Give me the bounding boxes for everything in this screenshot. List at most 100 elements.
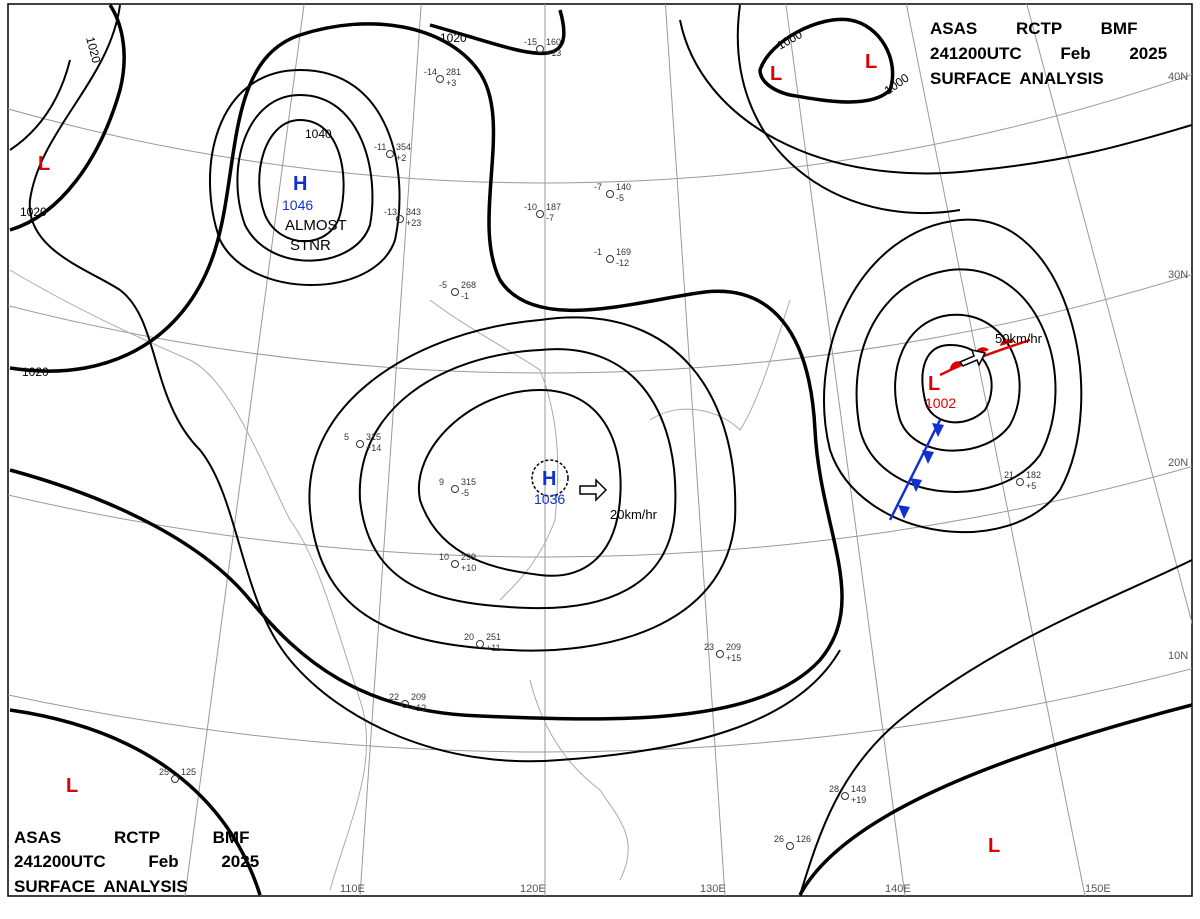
isobar (823, 218, 1083, 534)
station-circle (451, 560, 459, 568)
station-tendency: -5 (616, 193, 624, 203)
longitude-label: 130E (700, 883, 726, 895)
motion-arrow (579, 478, 608, 502)
high-value: 1036 (534, 491, 565, 507)
coastline (529, 679, 629, 881)
latitude-label: 30N (1168, 269, 1188, 281)
header-line: 241200UTC Feb 2025 (14, 852, 259, 871)
isobar (9, 708, 262, 896)
isobar (258, 118, 345, 243)
station-pressure: 182 (1026, 470, 1041, 480)
isobar (28, 4, 841, 763)
station-tendency: +5 (1026, 481, 1036, 491)
coastline (429, 299, 559, 601)
station-circle (716, 650, 724, 658)
station-circle (451, 288, 459, 296)
high-value: 1046 (282, 197, 313, 213)
station-tendency: +12 (411, 703, 426, 713)
graticule (8, 4, 1192, 896)
meridian (1026, 4, 1192, 625)
warm-front-symbols (949, 339, 1014, 370)
station-temp: 10 (439, 552, 449, 562)
station-tendency: -12 (616, 258, 629, 268)
station-temp: 26 (774, 834, 784, 844)
station-pressure: 169 (616, 247, 631, 257)
station-tendency: -5 (461, 488, 469, 498)
station-circle (786, 842, 794, 850)
station-temp: -1 (594, 247, 602, 257)
annotation: 50km/hr (995, 331, 1043, 346)
station-tendency: +2 (396, 153, 406, 163)
station-temp: 5 (344, 432, 349, 442)
isobar (9, 4, 126, 232)
longitude-label: 120E (520, 883, 546, 895)
station-pressure: 209 (411, 692, 426, 702)
isobar (236, 93, 374, 262)
header-line: 241200UTC Feb 2025 (930, 44, 1167, 63)
station-circle (386, 150, 394, 158)
station-temp: -15 (524, 37, 537, 47)
meridian (664, 4, 726, 896)
low-symbol: L (928, 373, 940, 395)
isobar (798, 703, 1192, 896)
station-pressure: 140 (616, 182, 631, 192)
meridian (785, 4, 906, 896)
header-line: ASAS RCTP BMF (14, 828, 249, 847)
station-temp: 21 (1004, 470, 1014, 480)
station-circle (1016, 478, 1024, 486)
station-temp: -7 (594, 182, 602, 192)
low-value: 1002 (925, 395, 956, 411)
isobar (736, 4, 961, 215)
station-pressure: 354 (396, 142, 411, 152)
station-pressure: 143 (851, 784, 866, 794)
low-symbol: L (770, 63, 782, 85)
station-tendency: +11 (486, 643, 501, 653)
station-temp: 23 (704, 642, 714, 652)
high-symbol: H (542, 468, 556, 490)
latitude-label: 40N (1168, 71, 1188, 83)
header-line: SURFACE ANALYSIS (14, 877, 188, 896)
station-tendency: +3 (446, 78, 456, 88)
station-plots: -15 160+13-14 281+3-11 354+2-13 343+23-10 187… (159, 37, 1041, 850)
low-symbols: L L L L L (38, 51, 1000, 857)
isobar-label: 1040 (305, 127, 332, 141)
station-circle (606, 255, 614, 263)
cold-front-symbols (898, 423, 944, 519)
station-tendency: +14 (366, 443, 381, 453)
station-circle (536, 210, 544, 218)
latitude-label: 20N (1168, 457, 1188, 469)
station-circle (476, 640, 484, 648)
isobar (417, 388, 622, 577)
station-circle (451, 485, 459, 493)
station-temp: 9 (439, 477, 444, 487)
isobar (209, 68, 401, 286)
isobar (308, 316, 737, 652)
station-circle (536, 45, 544, 53)
station-temp: -11 (374, 142, 386, 152)
latitude-label: 10N (1168, 650, 1188, 662)
station-circle (356, 440, 364, 448)
header-top: ASAS RCTP BMF 241200UTC Feb 2025 SURFACE… (930, 19, 1167, 88)
station-pressure: 187 (546, 202, 561, 212)
isobar (679, 19, 1192, 175)
station-circle (841, 792, 849, 800)
station-tendency: -7 (546, 213, 554, 223)
station-pressure: 315 (366, 432, 381, 442)
annotation: 20km/hr (610, 507, 658, 522)
header-bottom: ASAS RCTP BMF 241200UTC Feb 2025 SURFACE… (14, 828, 259, 896)
station-circle (401, 700, 409, 708)
isobar-label: 1020 (20, 205, 47, 219)
station-temp: -5 (439, 280, 447, 290)
station-pressure: 315 (461, 477, 476, 487)
isobar (358, 348, 677, 610)
pressure-centers: H 1046 H 1036 L 1002 (282, 173, 956, 507)
longitude-label: 110E (340, 883, 365, 895)
annotation: ALMOST (285, 217, 347, 234)
isobar-label: 1020 (440, 31, 467, 45)
isobar (758, 17, 895, 104)
station-tendency: +10 (461, 563, 476, 573)
longitude-label: 140E (885, 883, 911, 895)
station-circle (171, 775, 179, 783)
isobar (799, 559, 1192, 896)
isobar (894, 313, 1021, 452)
